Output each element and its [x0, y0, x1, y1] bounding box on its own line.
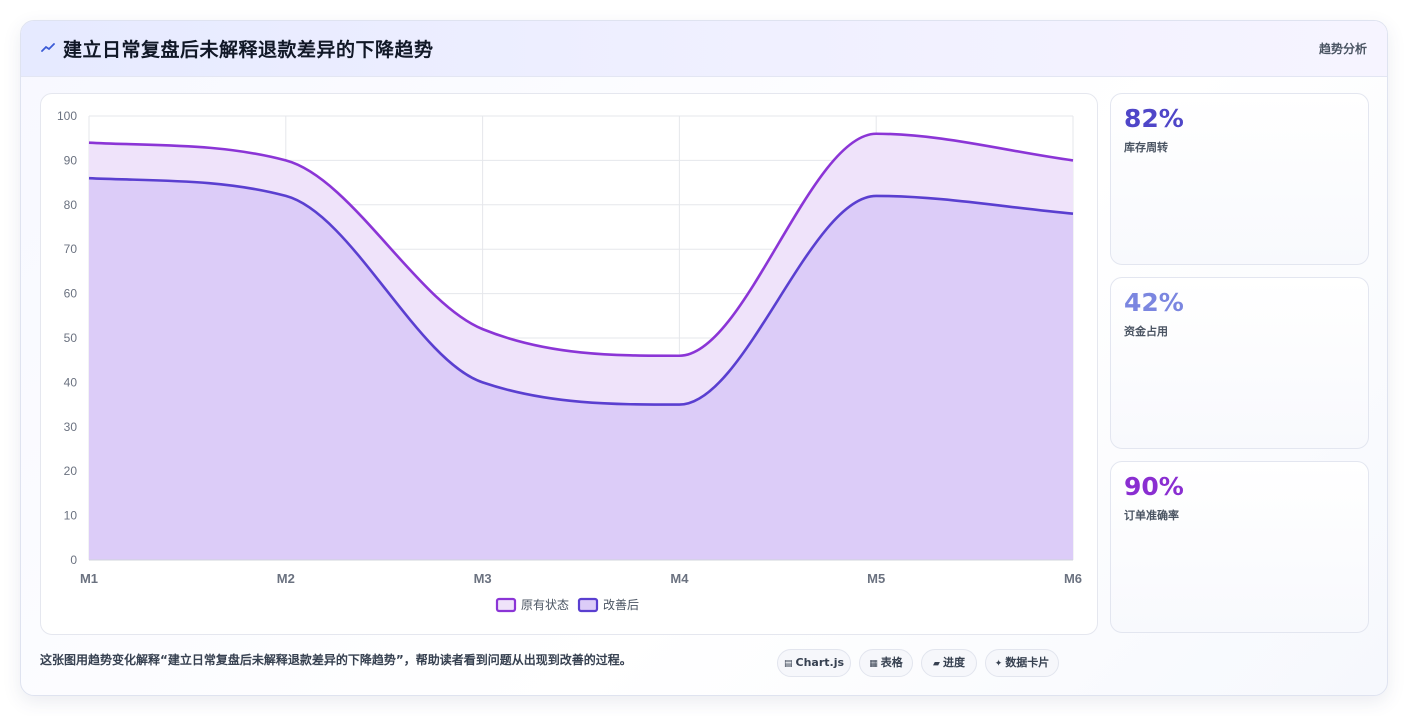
pill-label: Chart.js — [795, 656, 845, 669]
y-tick-label: 60 — [64, 287, 78, 301]
x-tick-label: M2 — [277, 571, 295, 586]
pill-label: 数据卡片 — [1005, 656, 1050, 669]
y-tick-label: 50 — [64, 331, 78, 345]
series-line-0 — [88, 132, 1074, 358]
kpi-value: 90% — [1124, 472, 1184, 501]
pill-label: 表格 — [880, 656, 903, 669]
kpi-label: 库存周转 — [1124, 141, 1168, 154]
kpi-label: 资金占用 — [1124, 325, 1168, 338]
y-tick-label: 100 — [57, 109, 77, 123]
kpi-label: 订单准确率 — [1124, 509, 1179, 522]
area-chart: 0 10 20 30 40 50 60 70 80 90 100 M1 M2 M3 M4 M5 M6 原有状态 改善… — [57, 109, 1082, 613]
y-tick-label: 10 — [64, 509, 78, 523]
table-icon: ▦ — [869, 659, 878, 669]
pill-data-cards[interactable]: ✦ 数据卡片 — [985, 649, 1059, 677]
chart-panel: 0 10 20 30 40 50 60 70 80 90 100 M1 M2 M3 M4 M5 M6 原有状态 改善… — [40, 93, 1098, 635]
chart-caption: 这张图用趋势变化解释“建立日常复盘后未解释退款差异的下降趋势”，帮助读者看到问题… — [40, 653, 632, 667]
progress-icon: ▰ — [933, 659, 940, 669]
legend-label-0: 原有状态 — [521, 598, 569, 612]
legend-swatch-0 — [495, 597, 517, 613]
chart-card: 建立日常复盘后未解释退款差异的下降趋势 趋势分析 0 10 20 30 40 50 60 70… — [20, 20, 1388, 696]
pill-progress[interactable]: ▰ 进度 — [921, 649, 977, 677]
page-title: 建立日常复盘后未解释退款差异的下降趋势 — [63, 39, 434, 61]
chart-icon: ▤ — [783, 659, 793, 669]
series-area-1 — [89, 178, 1073, 560]
kpi-card-order-accuracy: 90% 订单准确率 — [1110, 461, 1369, 633]
kpi-value: 82% — [1124, 104, 1184, 133]
kpi-card-capital-occupation: 42% 资金占用 — [1110, 277, 1369, 449]
trend-line-icon — [41, 43, 55, 52]
y-tick-label: 80 — [64, 198, 78, 212]
y-tick-label: 70 — [64, 242, 78, 256]
y-tick-label: 40 — [64, 375, 78, 389]
x-tick-label: M1 — [80, 571, 98, 586]
series-line-1 — [88, 176, 1074, 406]
legend-swatch-1 — [577, 597, 599, 613]
x-tick-label: M3 — [474, 571, 492, 586]
sparkle-icon: ✦ — [994, 659, 1003, 669]
pill-chartjs[interactable]: ▤ Chart.js — [777, 649, 851, 677]
y-tick-label: 30 — [64, 420, 78, 434]
legend-label-1: 改善后 — [603, 597, 639, 612]
kpi-card-inventory-turnover: 82% 库存周转 — [1110, 93, 1369, 265]
section-tag: 趋势分析 — [1318, 42, 1367, 56]
kpi-value: 42% — [1124, 288, 1184, 317]
y-tick-label: 90 — [64, 153, 78, 167]
x-tick-label: M6 — [1064, 571, 1082, 586]
y-tick-label: 20 — [64, 464, 78, 478]
y-tick-label: 0 — [70, 553, 77, 567]
pill-label: 进度 — [942, 656, 965, 669]
pill-table[interactable]: ▦ 表格 — [859, 649, 913, 677]
x-tick-label: M5 — [867, 571, 885, 586]
x-tick-label: M4 — [670, 571, 689, 586]
card-header: 建立日常复盘后未解释退款差异的下降趋势 趋势分析 — [21, 21, 1387, 77]
